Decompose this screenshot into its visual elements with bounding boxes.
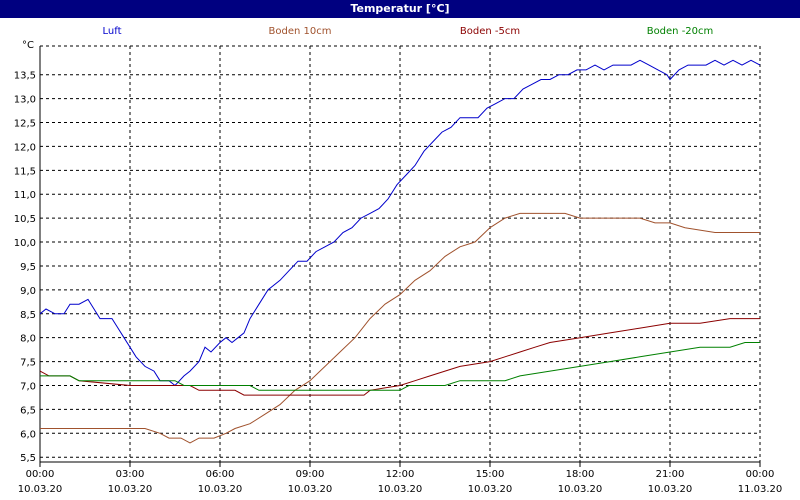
x-tick-date-label: 10.03.20 xyxy=(108,484,153,495)
axes: 5,5 6,0 6,5 7,0 7,5 8,0 8,5 9,0 9,5 10,0 10,5 11,0 1… xyxy=(14,46,783,495)
x-tick-time-label: 12:00 xyxy=(386,469,415,480)
y-tick-label: 10,5 xyxy=(14,214,36,225)
y-tick-label: 6,5 xyxy=(20,405,36,416)
window-title: Temperatur [°C] xyxy=(0,0,800,18)
x-tick-time-label: 06:00 xyxy=(206,469,235,480)
series-line-boden-10cm xyxy=(40,212,760,444)
x-tick-date-label: 11.03.20 xyxy=(738,484,783,495)
legend-item: Boden -20cm xyxy=(647,26,714,37)
x-tick-time-label: 21:00 xyxy=(656,469,685,480)
x-tick-date-label: 10.03.20 xyxy=(18,484,63,495)
x-tick-time-label: 03:00 xyxy=(116,469,145,480)
x-tick-time-label: 15:00 xyxy=(476,469,505,480)
series-line-boden-5cm xyxy=(39,318,760,396)
x-tick-date-label: 10.03.20 xyxy=(558,484,603,495)
x-tick-date-label: 10.03.20 xyxy=(468,484,513,495)
series-line-boden-20cm xyxy=(40,342,760,391)
legend: Luft Boden 10cm Boden -5cm Boden -20cm xyxy=(103,26,714,37)
y-tick-label: 8,5 xyxy=(20,310,36,321)
x-tick-time-label: 00:00 xyxy=(26,469,55,480)
y-tick-label: 7,0 xyxy=(20,381,36,392)
legend-item: Luft xyxy=(103,26,122,37)
x-tick-date-label: 10.03.20 xyxy=(198,484,243,495)
x-tick-time-label: 09:00 xyxy=(296,469,325,480)
legend-item: Boden -5cm xyxy=(460,26,520,37)
x-tick-time-label: 00:00 xyxy=(746,469,775,480)
temperature-chart: 5,5 6,0 6,5 7,0 7,5 8,0 8,5 9,0 9,5 10,0 10,5 11,0 1… xyxy=(0,18,800,500)
x-tick-date-label: 10.03.20 xyxy=(378,484,423,495)
y-tick-label: 12,0 xyxy=(14,142,36,153)
y-tick-label: 6,0 xyxy=(20,429,36,440)
y-axis-unit-label: °C xyxy=(22,40,34,51)
series-lines xyxy=(39,59,761,444)
y-tick-label: 10,0 xyxy=(14,238,36,249)
x-tick-date-label: 10.03.20 xyxy=(288,484,333,495)
y-tick-label: 11,0 xyxy=(14,190,36,201)
y-tick-label: 7,5 xyxy=(20,358,36,369)
y-tick-label: 9,5 xyxy=(20,262,36,273)
series-line-luft xyxy=(39,59,761,387)
y-tick-label: 8,0 xyxy=(20,334,36,345)
x-tick-date-label: 10.03.20 xyxy=(648,484,693,495)
y-tick-label: 11,5 xyxy=(14,166,36,177)
y-tick-label: 9,0 xyxy=(20,286,36,297)
y-tick-label: 13,5 xyxy=(14,71,36,82)
y-tick-label: 5,5 xyxy=(20,453,36,464)
y-tick-label: 13,0 xyxy=(14,95,36,106)
y-tick-label: 12,5 xyxy=(14,119,36,130)
x-tick-time-label: 18:00 xyxy=(566,469,595,480)
legend-item: Boden 10cm xyxy=(269,26,332,37)
